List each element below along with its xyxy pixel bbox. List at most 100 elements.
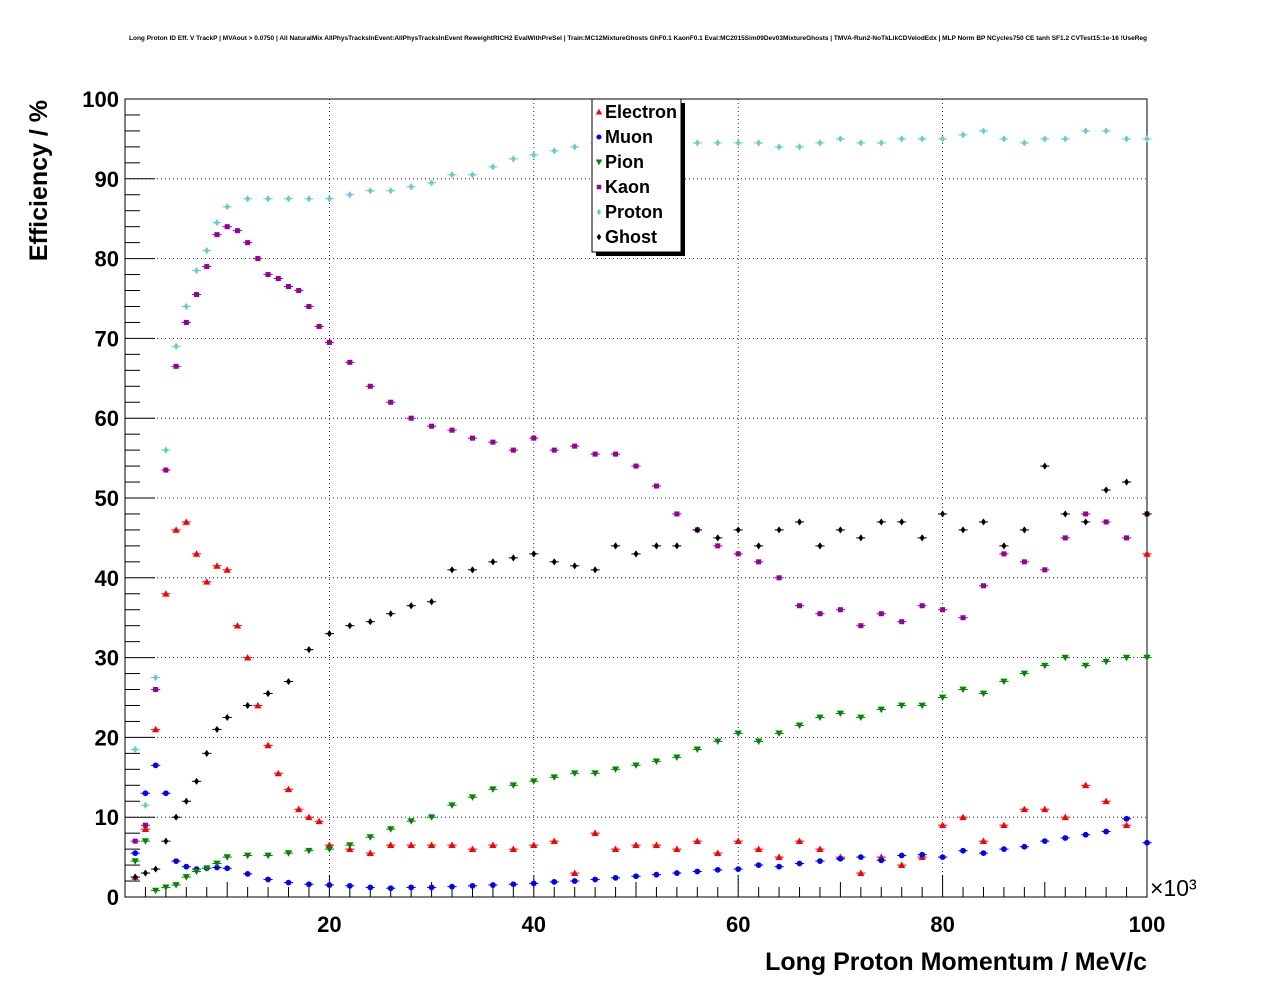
data-point	[253, 256, 263, 262]
data-point	[774, 526, 784, 534]
data-point	[1142, 510, 1152, 518]
data-point	[212, 562, 222, 569]
data-point	[1060, 813, 1070, 821]
data-point	[1101, 127, 1111, 135]
data-point	[243, 870, 253, 877]
data-point	[978, 127, 989, 135]
data-point	[958, 847, 968, 854]
data-point	[897, 852, 907, 859]
data-point	[529, 151, 539, 159]
data-point	[917, 603, 927, 609]
data-point	[672, 511, 682, 517]
data-point	[365, 849, 375, 856]
data-point	[1081, 831, 1091, 838]
data-point	[1060, 535, 1070, 541]
data-point	[488, 163, 498, 171]
data-point	[324, 195, 334, 203]
data-point	[151, 725, 161, 733]
data-point	[1081, 127, 1091, 135]
data-point	[406, 602, 416, 610]
data-point	[488, 439, 498, 445]
data-point	[386, 187, 396, 195]
data-point	[212, 232, 222, 238]
y-tick-label: 50	[95, 486, 119, 511]
data-point	[161, 837, 171, 845]
data-point	[386, 885, 396, 892]
legend-label: Kaon	[605, 177, 650, 197]
data-point	[1060, 654, 1070, 662]
legend-marker	[595, 108, 603, 115]
data-point	[897, 702, 907, 710]
data-point	[1019, 526, 1029, 534]
data-point	[978, 518, 989, 526]
data-point	[815, 542, 825, 550]
data-point	[283, 284, 294, 290]
data-point	[590, 451, 600, 457]
data-point	[1121, 815, 1132, 822]
data-point	[999, 135, 1009, 143]
data-point	[529, 778, 539, 785]
data-point	[958, 131, 968, 139]
data-point	[151, 887, 161, 895]
data-point	[876, 706, 886, 714]
data-point	[651, 871, 662, 878]
data-point	[610, 874, 621, 881]
data-point	[467, 845, 478, 852]
data-point	[1081, 518, 1091, 526]
data-point	[631, 841, 641, 849]
data-point	[202, 247, 212, 255]
data-point	[1019, 670, 1029, 678]
data-point	[171, 882, 181, 889]
data-point	[1081, 781, 1091, 789]
data-point	[978, 690, 989, 698]
data-point	[794, 143, 805, 151]
data-point	[294, 805, 304, 813]
x-axis-multiplier: ×10³	[1150, 875, 1197, 901]
x-tick-label: 60	[726, 912, 750, 937]
series-proton	[130, 127, 1152, 809]
data-point	[610, 845, 621, 852]
data-point	[570, 143, 580, 151]
data-point	[345, 882, 355, 889]
data-point	[794, 722, 805, 730]
data-point	[212, 864, 222, 871]
data-point	[294, 288, 304, 294]
data-point	[345, 622, 355, 630]
data-point	[1101, 658, 1111, 666]
data-point	[610, 542, 621, 550]
x-tick-label: 100	[1129, 912, 1166, 937]
data-point	[713, 849, 723, 856]
data-point	[345, 842, 355, 849]
data-point	[140, 822, 151, 828]
data-point	[938, 854, 948, 860]
data-point	[651, 758, 662, 765]
legend-marker	[595, 159, 603, 166]
data-point	[191, 868, 202, 876]
data-point	[958, 686, 968, 694]
data-point	[314, 817, 324, 825]
data-point	[212, 725, 222, 734]
data-point	[191, 266, 202, 275]
data-point	[386, 826, 396, 833]
data-point	[897, 619, 907, 625]
x-tick-label: 80	[930, 912, 954, 937]
data-point	[713, 139, 723, 147]
data-point	[590, 829, 600, 837]
data-point	[508, 845, 518, 852]
data-point	[1121, 821, 1132, 829]
data-point	[815, 139, 825, 147]
y-tick-label: 40	[95, 566, 119, 591]
legend: Electron Muon Pion Kaon Proton Ghost	[591, 98, 685, 256]
data-point	[304, 303, 314, 309]
data-point	[733, 139, 743, 147]
data-point	[713, 738, 723, 745]
data-point	[202, 865, 212, 872]
data-point	[406, 415, 416, 421]
data-point	[754, 559, 764, 565]
data-point	[161, 590, 171, 597]
data-point	[978, 583, 989, 589]
data-point	[835, 135, 845, 143]
data-point	[1101, 797, 1111, 805]
data-point	[324, 846, 334, 853]
data-point	[815, 714, 825, 722]
